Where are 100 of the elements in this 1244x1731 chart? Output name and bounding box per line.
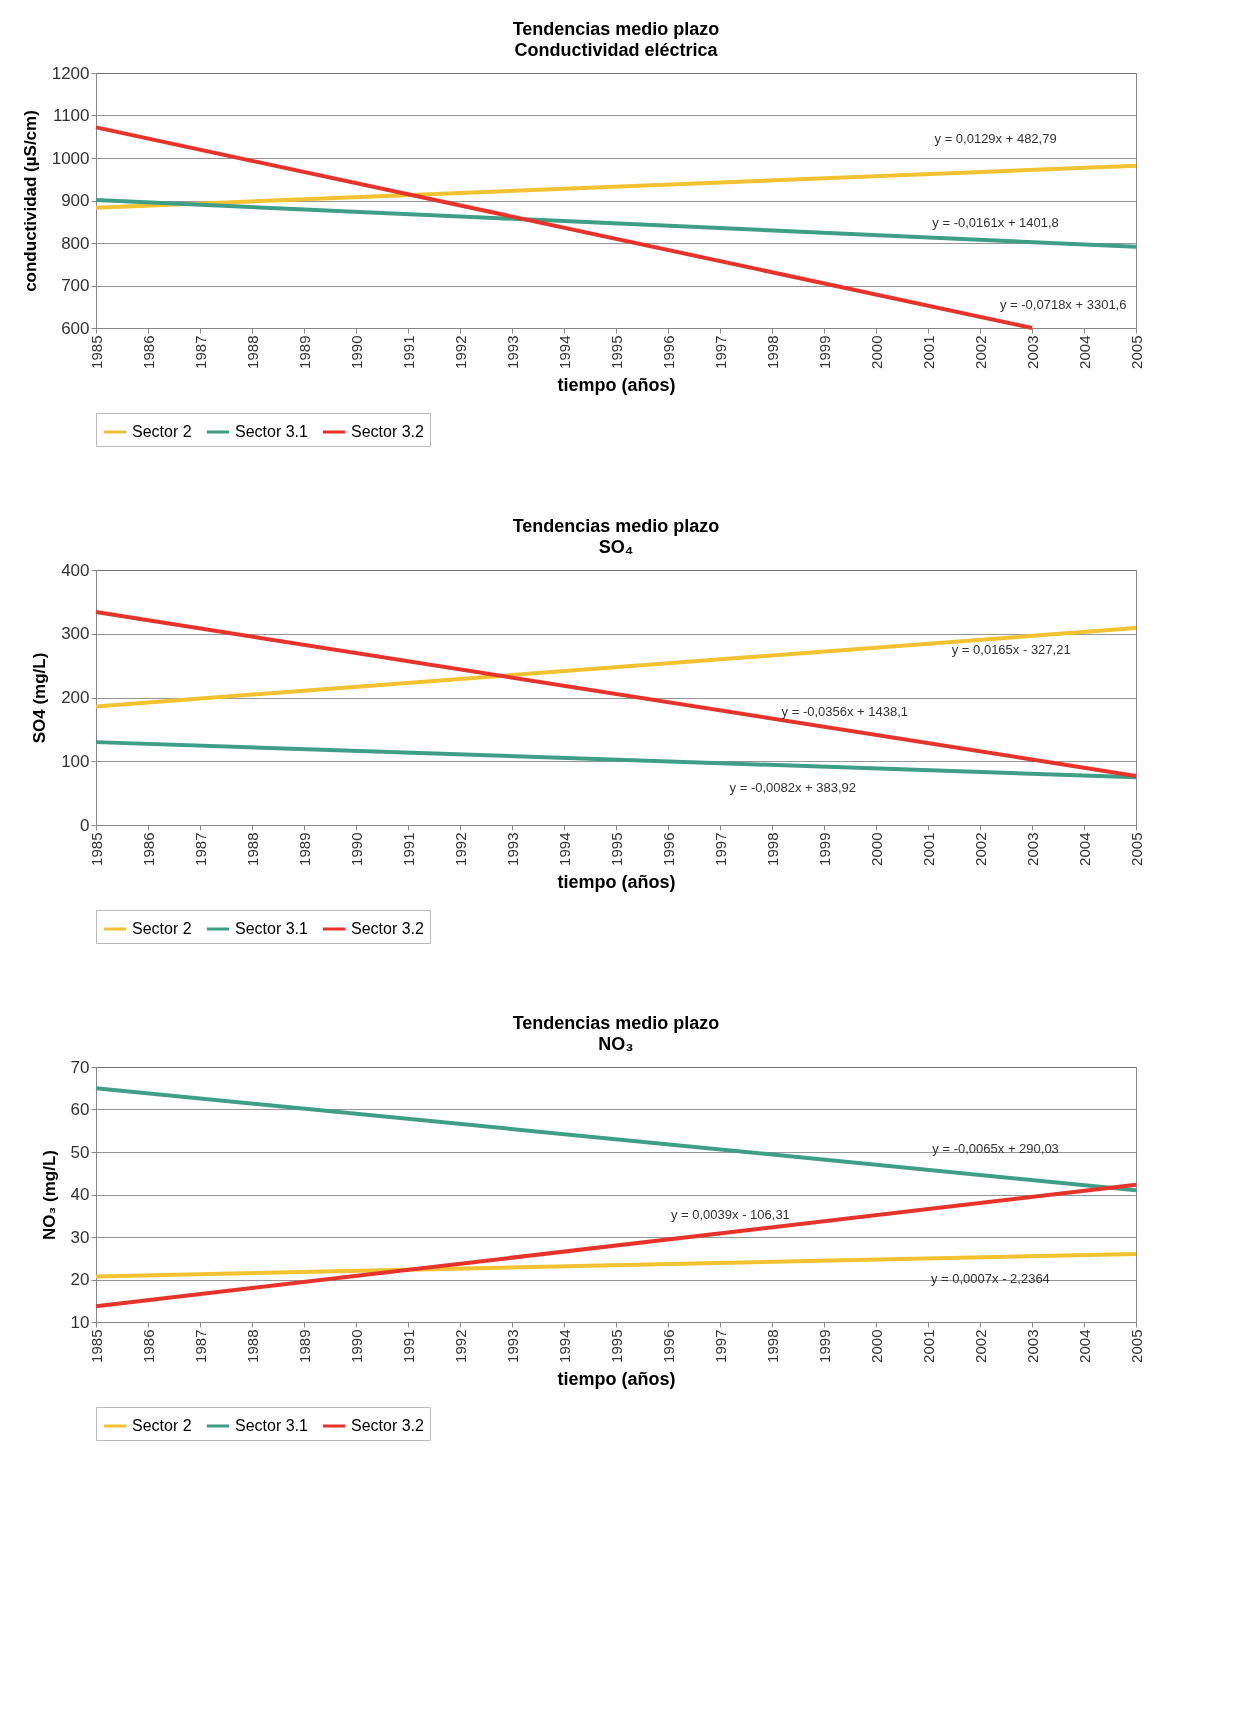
x-tick-label: 1993 bbox=[503, 335, 521, 369]
chart-subtitle: NO₃ bbox=[598, 1034, 634, 1054]
x-tick-label: 1990 bbox=[347, 1329, 365, 1363]
x-tick-label: 2004 bbox=[1075, 335, 1093, 369]
x-tick-label: 1997 bbox=[711, 832, 729, 866]
y-tick-label: 0 bbox=[80, 815, 90, 835]
x-tick-label: 1997 bbox=[711, 1329, 729, 1363]
y-tick-label: 30 bbox=[70, 1227, 90, 1247]
y-tick-label: 900 bbox=[61, 191, 90, 210]
x-tick-label: 1999 bbox=[815, 335, 833, 369]
x-tick-label: 1989 bbox=[295, 832, 313, 866]
x-tick-label: 2002 bbox=[971, 832, 989, 866]
chart-title: Tendencias medio plazo bbox=[512, 1013, 720, 1033]
x-tick-label: 1993 bbox=[503, 832, 521, 866]
y-tick-label: 300 bbox=[61, 624, 90, 644]
x-tick-label: 1986 bbox=[139, 335, 157, 369]
annotation: y = -0,0082x + 383,92 bbox=[729, 780, 857, 795]
x-tick-label: 1991 bbox=[399, 335, 417, 369]
y-tick-label: 1100 bbox=[52, 106, 90, 125]
y-tick-label: 200 bbox=[61, 688, 90, 707]
y-tick-label: 100 bbox=[61, 751, 90, 771]
y-tick-label: 70 bbox=[70, 1057, 90, 1077]
y-tick-label: 700 bbox=[61, 276, 90, 295]
x-tick-label: 2000 bbox=[867, 832, 885, 866]
x-tick-label: 1989 bbox=[295, 1329, 313, 1363]
x-tick-label: 2000 bbox=[867, 1329, 885, 1363]
x-tick-label: 2003 bbox=[1023, 832, 1041, 866]
x-tick-label: 1992 bbox=[451, 832, 469, 866]
x-tick-label: 1987 bbox=[191, 335, 209, 369]
annotation: y = 0,0129x + 482,79 bbox=[934, 131, 1057, 146]
x-tick-label: 2001 bbox=[919, 335, 937, 369]
annotation: y = -0,0065x + 290,03 bbox=[932, 1141, 1059, 1156]
legend-label: Sector 3.1 bbox=[235, 1417, 309, 1434]
x-axis-title: tiempo (años) bbox=[557, 871, 676, 892]
annotation: y = 0,0165x - 327,21 bbox=[951, 642, 1071, 657]
x-tick-label: 1988 bbox=[243, 335, 261, 369]
x-tick-label: 1998 bbox=[763, 832, 781, 866]
y-tick-label: 600 bbox=[61, 318, 90, 338]
x-tick-label: 1998 bbox=[763, 335, 781, 369]
x-tick-label: 2001 bbox=[919, 832, 937, 866]
legend-label: Sector 3.2 bbox=[351, 920, 425, 937]
annotation: y = -0,0161x + 1401,8 bbox=[932, 215, 1059, 230]
x-tick-label: 2004 bbox=[1075, 832, 1093, 866]
x-tick-label: 2000 bbox=[867, 335, 885, 369]
legend-label: Sector 3.2 bbox=[351, 423, 425, 440]
x-tick-label: 1995 bbox=[607, 832, 625, 866]
x-tick-label: 1995 bbox=[607, 335, 625, 369]
x-tick-label: 2001 bbox=[919, 1329, 937, 1363]
x-tick-label: 2003 bbox=[1023, 335, 1041, 369]
legend-label: Sector 3.1 bbox=[235, 423, 309, 440]
x-tick-label: 2005 bbox=[1127, 832, 1145, 866]
x-tick-label: 1987 bbox=[191, 1329, 209, 1363]
x-tick-label: 1985 bbox=[87, 335, 105, 369]
legend-label: Sector 2 bbox=[132, 920, 192, 937]
x-tick-label: 1988 bbox=[243, 1329, 261, 1363]
chart-title: Tendencias medio plazo bbox=[512, 516, 720, 536]
annotation: y = 0,0039x - 106,31 bbox=[670, 1207, 790, 1222]
y-tick-label: 1000 bbox=[51, 148, 90, 168]
x-tick-label: 1996 bbox=[659, 335, 677, 369]
x-tick-label: 1986 bbox=[139, 832, 157, 866]
y-tick-label: 20 bbox=[70, 1270, 90, 1289]
legend-label: Sector 3.1 bbox=[235, 920, 309, 937]
y-tick-label: 400 bbox=[61, 560, 90, 580]
chart-title: Tendencias medio plazo bbox=[512, 19, 720, 39]
y-tick-label: 40 bbox=[70, 1185, 90, 1204]
x-tick-label: 1993 bbox=[503, 1329, 521, 1363]
chart-subtitle: SO₄ bbox=[598, 537, 634, 557]
x-tick-label: 2002 bbox=[971, 335, 989, 369]
x-tick-label: 1999 bbox=[815, 832, 833, 866]
x-tick-label: 1998 bbox=[763, 1329, 781, 1363]
x-tick-label: 1995 bbox=[607, 1329, 625, 1363]
x-tick-label: 1987 bbox=[191, 832, 209, 866]
x-tick-label: 2005 bbox=[1127, 1329, 1145, 1363]
x-tick-label: 1990 bbox=[347, 335, 365, 369]
x-tick-label: 2003 bbox=[1023, 1329, 1041, 1363]
chart-subtitle: Conductividad eléctrica bbox=[514, 40, 719, 60]
y-axis-title: NO₃ (mg/L) bbox=[39, 1149, 59, 1241]
y-axis-title: conductividad (µS/cm) bbox=[20, 110, 40, 292]
x-tick-label: 1997 bbox=[711, 335, 729, 369]
x-tick-label: 1996 bbox=[659, 1329, 677, 1363]
y-tick-label: 1200 bbox=[51, 63, 90, 83]
x-tick-label: 2005 bbox=[1127, 335, 1145, 369]
x-tick-label: 1994 bbox=[555, 1329, 573, 1363]
x-tick-label: 1992 bbox=[451, 335, 469, 369]
x-tick-label: 1996 bbox=[659, 832, 677, 866]
x-tick-label: 1999 bbox=[815, 1329, 833, 1363]
y-tick-label: 50 bbox=[70, 1142, 90, 1162]
x-tick-label: 1990 bbox=[347, 832, 365, 866]
annotation: y = -0,0356x + 1438,1 bbox=[781, 704, 909, 719]
annotation: y = -0,0718x + 3301,6 bbox=[999, 297, 1127, 312]
x-tick-label: 1994 bbox=[555, 832, 573, 866]
x-tick-label: 1994 bbox=[555, 335, 573, 369]
y-tick-label: 60 bbox=[70, 1100, 90, 1119]
legend-label: Sector 3.2 bbox=[351, 1417, 425, 1434]
x-axis-title: tiempo (años) bbox=[557, 1368, 676, 1389]
legend-label: Sector 2 bbox=[132, 1417, 192, 1434]
x-tick-label: 1985 bbox=[87, 832, 105, 866]
y-tick-label: 800 bbox=[61, 233, 90, 253]
x-tick-label: 2004 bbox=[1075, 1329, 1093, 1363]
x-tick-label: 1992 bbox=[451, 1329, 469, 1363]
